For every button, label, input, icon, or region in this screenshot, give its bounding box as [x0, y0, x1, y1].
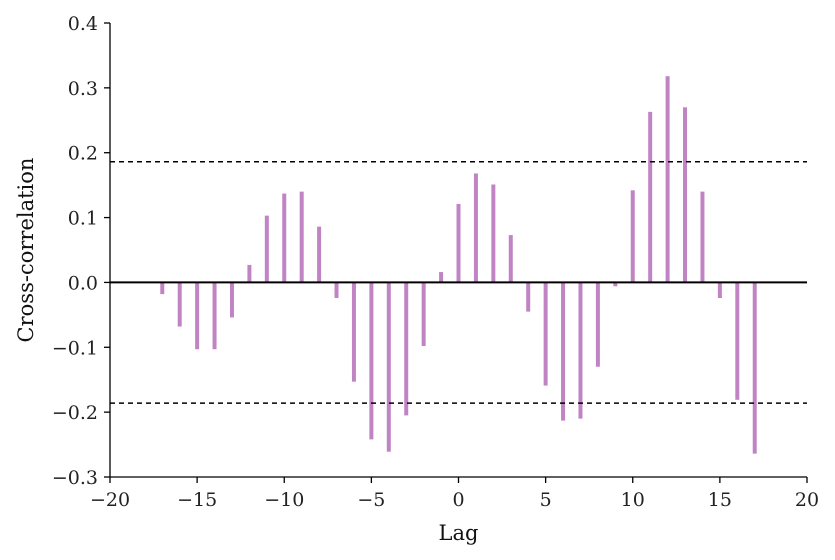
bar-lag-9: [613, 282, 618, 287]
y-axis-ticks: −0.3 −0.2 −0.1 0.0 0.1 0.2 0.3 0.4: [52, 13, 110, 489]
bar-lag-3: [508, 235, 513, 283]
y-tick-label: 0.4: [68, 13, 98, 35]
x-tick-label: −15: [177, 489, 217, 511]
bar-lag--8: [317, 226, 322, 283]
bar-lag--17: [160, 282, 165, 295]
bar-lag-1: [473, 173, 478, 283]
x-tick-label: 10: [621, 489, 645, 511]
bar-lag-13: [683, 107, 688, 283]
x-tick-label: −10: [264, 489, 304, 511]
bar-lag-0: [456, 203, 461, 283]
y-tick-label: −0.1: [52, 337, 98, 359]
x-tick-label: −5: [357, 489, 385, 511]
bar-lag--3: [404, 282, 409, 416]
bar-lag--10: [282, 193, 287, 283]
bar-lag--15: [195, 282, 200, 350]
bar-lag-14: [700, 191, 705, 283]
bar-lag-4: [526, 282, 531, 312]
bar-lag-11: [648, 111, 653, 283]
bar-lag--13: [229, 282, 234, 318]
bar-lag-10: [630, 190, 635, 283]
bar-lag--11: [264, 215, 269, 283]
x-tick-label: 15: [708, 489, 732, 511]
bar-lag-15: [717, 282, 722, 298]
bar-lag--4: [386, 282, 391, 452]
x-tick-label: 5: [540, 489, 552, 511]
bar-lag-8: [595, 282, 600, 367]
x-axis-title: Lag: [439, 521, 479, 545]
y-tick-label: −0.3: [52, 467, 98, 489]
y-tick-label: 0.1: [68, 208, 98, 230]
bar-lag-7: [578, 282, 583, 419]
bar-lag-12: [665, 76, 670, 283]
y-axis-title: Cross-correlation: [14, 158, 38, 343]
bar-lag-5: [543, 282, 548, 386]
x-axis-ticks: −20 −15 −10 −5 0 5 10 15 20: [90, 477, 819, 511]
x-tick-label: 0: [452, 489, 464, 511]
bar-lag--1: [439, 272, 444, 283]
bar-series: [160, 76, 757, 454]
bar-lag-6: [561, 282, 566, 421]
bar-lag-17: [752, 282, 757, 454]
x-tick-label: −20: [90, 489, 130, 511]
bar-lag--16: [177, 282, 182, 327]
bar-lag--12: [247, 264, 252, 283]
bar-lag--14: [212, 282, 217, 350]
bar-lag--7: [334, 282, 339, 298]
y-tick-label: −0.2: [52, 402, 98, 424]
bar-lag--2: [421, 282, 426, 346]
bar-lag--5: [369, 282, 374, 440]
y-tick-label: 0.0: [68, 272, 98, 294]
bar-lag-2: [491, 184, 496, 283]
x-tick-label: 20: [795, 489, 819, 511]
y-tick-label: 0.3: [68, 78, 98, 100]
y-tick-label: 0.2: [68, 143, 98, 165]
bar-lag--9: [299, 191, 304, 283]
bar-lag--6: [351, 282, 356, 382]
bar-lag-16: [735, 282, 740, 400]
